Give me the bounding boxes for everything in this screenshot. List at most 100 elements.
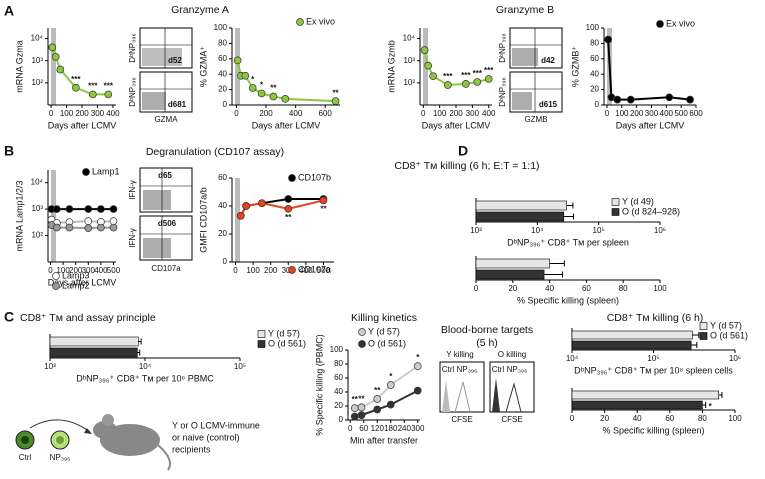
x-tick-label: 400 <box>482 109 496 118</box>
bar <box>475 200 567 211</box>
data-point <box>109 223 118 232</box>
legend-label: O (d 824–928) <box>622 206 680 216</box>
diagram-label: Ctrl <box>19 453 32 462</box>
y-tick-label: 40 <box>590 69 599 78</box>
data-point <box>241 71 250 80</box>
legend-label: Y (d 57) <box>710 320 742 330</box>
panel-label: A <box>4 3 14 19</box>
significance: *** <box>71 75 81 84</box>
data-point <box>284 195 293 203</box>
legend-label: Y (d 49) <box>622 196 654 206</box>
y-tick-label: 10² <box>31 78 43 87</box>
hist-x-label: CFSE <box>451 415 472 424</box>
data-point <box>413 386 422 395</box>
y-tick-label: 10² <box>403 78 415 87</box>
x-tick-label: 300 <box>466 109 480 118</box>
x-tick-label: 400 <box>94 266 108 275</box>
flow-x-label: GZMA <box>154 115 178 124</box>
acute-phase-band <box>235 178 240 262</box>
x-tick-label: 10⁵ <box>647 354 659 363</box>
significance: *** <box>461 71 471 80</box>
x-axis-label: Days after LCMV <box>48 120 117 130</box>
x-tick-label: 240 <box>398 424 412 433</box>
flow-dots <box>142 92 166 110</box>
bar <box>571 400 703 410</box>
data-point <box>350 412 359 421</box>
data-point <box>233 56 242 65</box>
legend-marker <box>288 266 296 274</box>
x-tick-label: 600 <box>319 109 333 118</box>
significance: ** <box>285 213 292 222</box>
y-tick-label: 100 <box>330 345 344 354</box>
legend-marker <box>52 282 60 290</box>
chart-title: Killing kinetics <box>351 312 417 324</box>
legend-label: Ex vivo <box>666 18 695 28</box>
y-axis-label: mRNA Lamp1/2/3 <box>14 180 24 251</box>
flow-y-label: DᵇNP₃₉₆ <box>128 77 137 107</box>
legend-label: Ex vivo <box>306 16 335 26</box>
mouse <box>93 421 117 439</box>
data-point <box>248 84 257 92</box>
x-tick-label: 200 <box>259 109 273 118</box>
hist-label: NP₃₉₆ <box>457 365 478 374</box>
flow-y-label: IFN-γ <box>128 228 137 248</box>
x-tick-label: 200 <box>264 266 278 275</box>
error-bar <box>544 271 563 278</box>
y-tick-label: 60 <box>218 173 227 182</box>
flow-gzma: d52 d681 DᵇNP₃₉₆ DᵇNP₃₉₆ GZMA <box>128 27 193 124</box>
data-point <box>473 78 482 86</box>
y-tick-label: 0 <box>339 415 344 424</box>
data-point <box>386 400 395 409</box>
x-tick-label: 60 <box>359 424 368 433</box>
significance: *** <box>88 82 98 91</box>
error-bar <box>549 260 565 267</box>
error-bar <box>137 349 141 356</box>
x-tick-label: 0 <box>570 414 575 423</box>
x-tick-label: 0 <box>234 109 239 118</box>
x-tick-label: 500 <box>674 109 688 118</box>
error-bar <box>691 342 698 348</box>
flow-label: d615 <box>539 100 558 109</box>
panel-label: B <box>4 143 14 159</box>
data-point <box>109 217 118 225</box>
y-tick-label: 10⁴ <box>31 178 44 187</box>
x-axis-label: Days after LCMV <box>616 120 685 130</box>
x-tick-label: 100 <box>56 266 70 275</box>
hist-title: O killing <box>498 350 526 359</box>
blood-targets: Blood-borne targets (5 h) Y killing O ki… <box>439 324 535 424</box>
x-axis-label: Min after transfer <box>350 435 418 445</box>
flow-x-label: CD107a <box>151 264 181 273</box>
data-point <box>97 205 105 213</box>
x-tick-label: 400 <box>299 266 313 275</box>
x-tick-label: 10³ <box>470 226 482 235</box>
x-tick-label: 80 <box>698 414 707 423</box>
legend-swatch <box>257 330 266 338</box>
y-tick-label: 10² <box>31 231 43 240</box>
hist-title: Y killing <box>446 350 473 359</box>
data-point <box>84 224 93 233</box>
legend-label: O (d 561) <box>268 338 306 348</box>
x-tick-label: 400 <box>660 109 674 118</box>
y-tick-label: 20 <box>334 401 343 410</box>
flow-y-label: DᵇNP₃₉₆ <box>128 33 137 63</box>
data-point <box>97 223 105 232</box>
chart-title: CD8⁺ Tᴍ killing (6 h) <box>607 312 704 324</box>
y-tick-label: 0 <box>595 100 600 109</box>
y-tick-label: 100 <box>586 23 600 32</box>
x-tick-label: 600 <box>689 109 703 118</box>
diagram-label: recipients <box>172 444 211 454</box>
y-axis-label: % Specific killing (PBMC) <box>314 334 324 436</box>
legend-swatch <box>611 198 620 206</box>
flow-y-label: DᵇNP₃₉₆ <box>498 77 507 107</box>
hist-label: Ctrl <box>442 365 455 374</box>
x-tick-label: 500 <box>317 266 331 275</box>
x-tick-label: 300 <box>411 424 425 433</box>
legend-marker <box>82 168 90 176</box>
flow-y-label: IFN-γ <box>128 180 137 200</box>
data-point <box>350 404 359 412</box>
series-line <box>607 39 691 101</box>
assay-diagram: Ctrl NP₃₉₆ Y or O LCMV-immune or naive (… <box>15 414 260 471</box>
flow-dots <box>512 48 538 66</box>
legend-swatch <box>257 340 266 348</box>
x-axis-label: % Specific killing (spleen) <box>602 425 704 435</box>
